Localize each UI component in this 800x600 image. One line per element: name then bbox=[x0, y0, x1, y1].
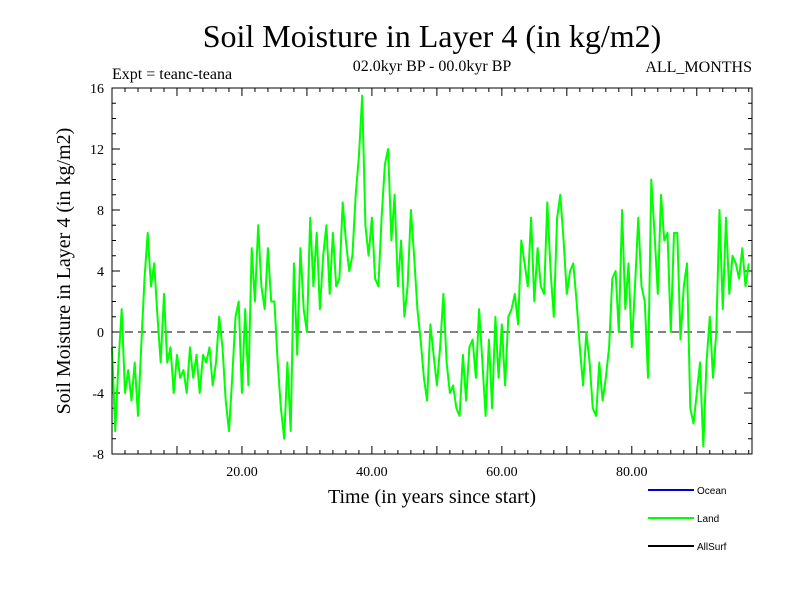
x-tick-label: 40.00 bbox=[356, 465, 388, 480]
legend-ocean-label: Ocean bbox=[697, 486, 726, 497]
y-tick-label: 16 bbox=[90, 82, 104, 97]
chart-title: Soil Moisture in Layer 4 (in kg/m2) bbox=[203, 18, 662, 54]
y-tick-label: 4 bbox=[97, 265, 104, 280]
y-axis-label: Soil Moisture in Layer 4 (in kg/m2) bbox=[53, 128, 75, 415]
y-axis: -8 -4 0 4 8 12 16 bbox=[90, 82, 752, 463]
x-tick-label: 60.00 bbox=[486, 465, 518, 480]
x-tick-label: 80.00 bbox=[616, 465, 648, 480]
y-tick-label: -4 bbox=[92, 387, 104, 402]
subtitle-months: ALL_MONTHS bbox=[645, 59, 752, 76]
series-line-land bbox=[111, 94, 750, 448]
x-axis: 20.00 40.00 60.00 80.00 bbox=[124, 88, 750, 480]
subtitle-experiment: Expt = teanc-teana bbox=[112, 66, 232, 83]
y-tick-label: 8 bbox=[97, 204, 104, 219]
subtitle-period: 02.0kyr BP - 00.0kyr BP bbox=[353, 58, 512, 75]
y-tick-label: 12 bbox=[90, 143, 104, 158]
y-tick-label: -8 bbox=[92, 448, 104, 463]
x-tick-label: 20.00 bbox=[226, 465, 258, 480]
y-tick-label: 0 bbox=[97, 326, 104, 341]
plot-frame bbox=[111, 87, 753, 455]
legend-allsurf-label: AllSurf bbox=[697, 542, 727, 553]
x-axis-label: Time (in years since start) bbox=[328, 486, 536, 508]
legend: Ocean Land AllSurf bbox=[648, 486, 727, 553]
legend-land-label: Land bbox=[697, 514, 719, 525]
